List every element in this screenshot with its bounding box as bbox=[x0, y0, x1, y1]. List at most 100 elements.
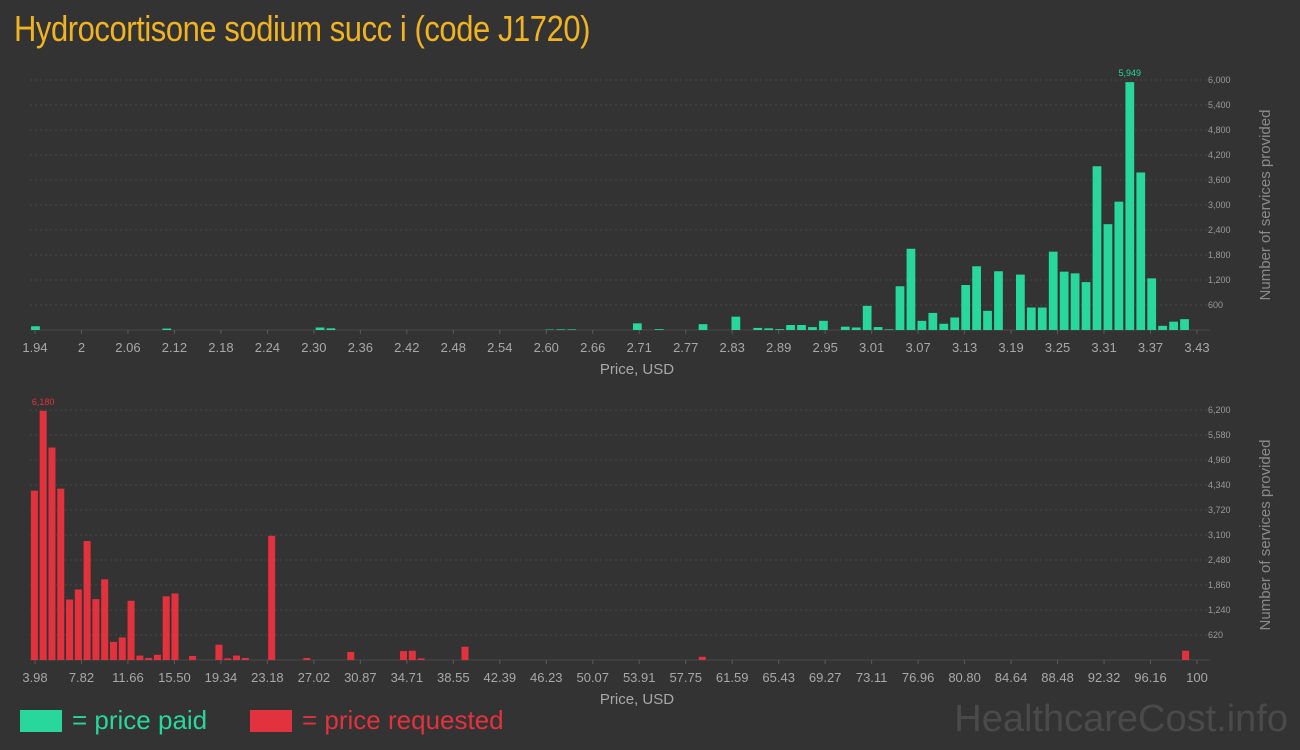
x-tick-label: 2.24 bbox=[255, 340, 280, 355]
x-tick-label: 100 bbox=[1186, 670, 1208, 685]
paid-bar bbox=[1114, 201, 1124, 330]
paid-bar bbox=[753, 327, 763, 330]
paid-bar bbox=[1016, 274, 1025, 330]
paid-bar bbox=[1037, 307, 1047, 330]
paid-bar bbox=[775, 329, 784, 330]
watermark: HealthcareCost.info bbox=[954, 698, 1288, 740]
x-tick-label: 3.19 bbox=[998, 340, 1023, 355]
requested-bar bbox=[30, 490, 38, 660]
requested-bar bbox=[48, 447, 56, 660]
paid-bar bbox=[786, 325, 795, 330]
x-tick-label: 19.34 bbox=[205, 670, 238, 685]
x-tick-label: 53.91 bbox=[623, 670, 656, 685]
paid-bar bbox=[862, 305, 872, 330]
requested-bar bbox=[241, 657, 249, 660]
legend-label-requested: = price requested bbox=[302, 705, 504, 735]
paid-bar bbox=[1169, 321, 1178, 330]
y-tick-label: 2,400 bbox=[1208, 225, 1231, 235]
paid-bar bbox=[1147, 278, 1157, 330]
x-tick-label: 1.94 bbox=[22, 340, 47, 355]
y-tick-label: 620 bbox=[1208, 630, 1223, 640]
y-tick-label: 3,000 bbox=[1208, 200, 1231, 210]
y-axis-title: Number of services provided bbox=[1257, 110, 1274, 301]
y-tick-label: 1,800 bbox=[1208, 250, 1231, 260]
requested-bar bbox=[66, 599, 74, 660]
requested-bar bbox=[347, 651, 355, 660]
y-tick-label: 2,480 bbox=[1208, 555, 1231, 565]
paid-bar bbox=[983, 310, 992, 330]
paid-bar bbox=[1180, 319, 1189, 330]
y-tick-label: 600 bbox=[1208, 300, 1223, 310]
x-tick-label: 2.36 bbox=[348, 340, 373, 355]
y-tick-label: 5,580 bbox=[1208, 430, 1231, 440]
paid-bar bbox=[840, 326, 850, 330]
paid-bar bbox=[1081, 282, 1091, 330]
requested-bar bbox=[92, 599, 100, 660]
requested-bar bbox=[83, 541, 91, 660]
y-tick-label: 1,200 bbox=[1208, 275, 1231, 285]
paid-bar bbox=[928, 312, 938, 330]
x-tick-label: 3.13 bbox=[952, 340, 977, 355]
requested-bar bbox=[162, 596, 170, 660]
paid-bar bbox=[1059, 271, 1069, 330]
x-tick-label: 42.39 bbox=[484, 670, 517, 685]
paid-bar bbox=[567, 329, 577, 330]
requested-bar bbox=[153, 654, 161, 660]
paid-bar bbox=[797, 325, 806, 330]
x-tick-label: 2.66 bbox=[580, 340, 605, 355]
x-tick-label: 2.71 bbox=[627, 340, 652, 355]
paid-bar bbox=[1125, 82, 1135, 330]
page-title: Hydrocortisone sodium succ i (code J1720… bbox=[14, 8, 591, 49]
y-tick-label: 1,860 bbox=[1208, 580, 1231, 590]
x-tick-label: 38.55 bbox=[437, 670, 470, 685]
requested-bar bbox=[145, 657, 153, 660]
x-tick-label: 2.89 bbox=[766, 340, 791, 355]
y-tick-label: 1,240 bbox=[1208, 605, 1231, 615]
requested-bar bbox=[408, 650, 416, 660]
x-tick-label: 2.83 bbox=[720, 340, 745, 355]
legend-price-requested: = price requested bbox=[250, 705, 504, 736]
requested-bar bbox=[698, 656, 706, 660]
requested-bar bbox=[101, 579, 109, 660]
x-tick-label: 3.98 bbox=[22, 670, 47, 685]
requested-bar bbox=[303, 657, 311, 660]
x-tick-label: 30.87 bbox=[344, 670, 377, 685]
x-tick-label: 15.50 bbox=[158, 670, 191, 685]
requested-bar bbox=[57, 488, 65, 660]
requested-bar bbox=[224, 658, 232, 660]
y-tick-label: 3,600 bbox=[1208, 175, 1231, 185]
paid-bar bbox=[994, 271, 1003, 330]
requested-bar bbox=[189, 655, 197, 660]
x-tick-label: 3.25 bbox=[1045, 340, 1070, 355]
x-tick-label: 80.80 bbox=[948, 670, 981, 685]
legend-label-paid: = price paid bbox=[72, 705, 208, 735]
paid-bar bbox=[764, 328, 774, 330]
price-requested-chart: 620 1,240 1,860 2,480 3,100 3,720 4,340 4,960 5,… bbox=[22, 397, 1274, 708]
paid-bar bbox=[906, 248, 916, 330]
requested-bar bbox=[118, 637, 126, 660]
peak-value-label: 5,949 bbox=[1119, 68, 1142, 78]
paid-bar bbox=[1158, 325, 1168, 330]
x-tick-label: 65.43 bbox=[762, 670, 795, 685]
x-tick-label: 2.12 bbox=[162, 340, 187, 355]
x-tick-label: 61.59 bbox=[716, 670, 749, 685]
paid-bar bbox=[972, 266, 981, 330]
y-tick-label: 4,800 bbox=[1208, 125, 1231, 135]
requested-bar bbox=[74, 589, 82, 660]
paid-bar bbox=[698, 324, 708, 330]
legend-swatch-paid bbox=[20, 709, 62, 732]
x-tick-label: 27.02 bbox=[298, 670, 331, 685]
legend-price-paid: = price paid bbox=[20, 705, 207, 736]
x-tick-label: 2.18 bbox=[208, 340, 233, 355]
requested-bar bbox=[1182, 650, 1190, 660]
y-tick-label: 3,100 bbox=[1208, 530, 1231, 540]
x-tick-label: 2.77 bbox=[673, 340, 698, 355]
x-tick-label: 46.23 bbox=[530, 670, 563, 685]
paid-bar bbox=[1048, 251, 1058, 330]
x-tick-label: 2.48 bbox=[441, 340, 466, 355]
requested-bar bbox=[417, 658, 425, 660]
x-tick-label: 34.71 bbox=[391, 670, 424, 685]
paid-bar bbox=[819, 320, 828, 330]
paid-bar bbox=[632, 323, 642, 330]
paid-bar bbox=[808, 327, 817, 330]
